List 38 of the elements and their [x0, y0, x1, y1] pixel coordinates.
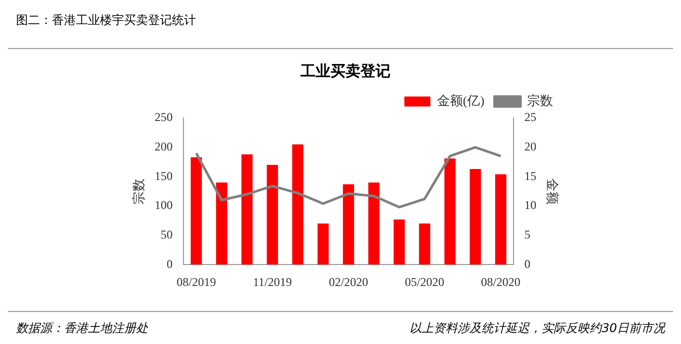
- text: 数据源：香港土地注册处: [16, 320, 148, 337]
- legend-label: 宗数: [527, 92, 553, 108]
- bar: [216, 182, 228, 265]
- x-tick-label: 05/2020: [404, 274, 444, 289]
- bar: [241, 154, 253, 265]
- bar: [470, 169, 481, 265]
- y-tick-label: 50: [160, 227, 173, 242]
- y2-tick-label: 0: [524, 256, 530, 271]
- x-tick-label: 08/2020: [481, 274, 520, 289]
- y2-tick-label: 15: [524, 168, 536, 183]
- y-tick-label: 250: [154, 110, 173, 124]
- y2-tick-label: 10: [524, 198, 536, 212]
- bar: [342, 184, 354, 265]
- bar: [495, 174, 506, 265]
- x-tick-label: 02/2020: [328, 274, 368, 289]
- y-axis-title: 宗数: [131, 178, 146, 204]
- bar: [190, 157, 202, 265]
- chart-title: 工业买卖登记: [300, 62, 390, 80]
- x-tick-label: 08/2019: [176, 274, 216, 289]
- y2-tick-label: 5: [524, 227, 530, 242]
- y-tick-label: 150: [154, 168, 173, 183]
- y-tick-label: 200: [154, 139, 173, 154]
- chart-subtitle: 图二：香港工业楼宇买卖登记统计: [15, 12, 197, 29]
- bar: [419, 224, 430, 265]
- y2-axis-title: 金额: [544, 178, 560, 204]
- bar: [266, 164, 278, 265]
- legend-label: 金额(亿): [436, 92, 485, 108]
- bar: [292, 144, 304, 265]
- y2-tick-label: 20: [524, 139, 536, 154]
- bar: [368, 182, 380, 265]
- y2-tick-label: 25: [524, 110, 536, 124]
- x-tick-label: 11/2019: [252, 274, 292, 289]
- text: 以上资料涉及统计延迟，实际反映约30日前市况: [410, 320, 665, 337]
- y-tick-label: 0: [166, 256, 173, 271]
- bar: [444, 158, 456, 265]
- bar: [318, 224, 329, 265]
- bar: [394, 219, 405, 265]
- y-tick-label: 100: [154, 198, 173, 212]
